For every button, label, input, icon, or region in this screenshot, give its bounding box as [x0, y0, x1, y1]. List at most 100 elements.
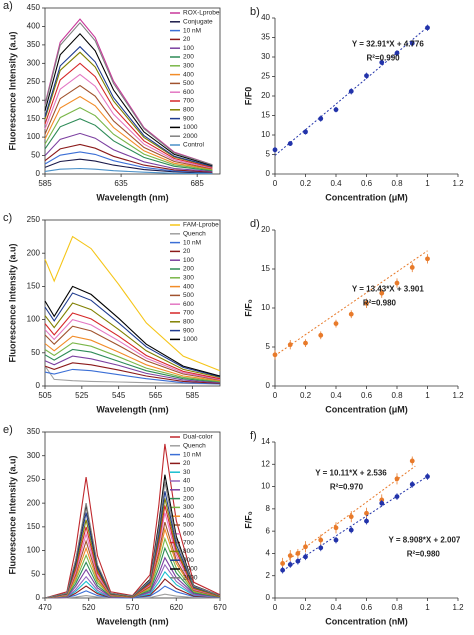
- spectrum-line: [44, 158, 213, 174]
- panel-label: a): [3, 0, 13, 12]
- legend-label: Dual-color: [183, 434, 213, 441]
- legend-label: 1000: [183, 124, 198, 131]
- legend-label: 20: [183, 460, 191, 467]
- legend-label: 500: [183, 80, 194, 87]
- panel-label: c): [3, 212, 12, 224]
- data-point: [295, 551, 301, 556]
- legend-label: 600: [183, 531, 194, 538]
- fit-equation: Y = 10.11*X + 2.536: [315, 468, 387, 477]
- legend-label: Conjugate: [183, 19, 213, 26]
- x-tick-label: 520: [82, 603, 96, 612]
- y-tick-label: 12: [261, 459, 270, 468]
- spectrum-line: [44, 365, 221, 385]
- y-tick-label: 100: [27, 315, 41, 324]
- data-point: [425, 25, 430, 31]
- data-point: [394, 280, 400, 286]
- data-point: [348, 514, 354, 520]
- y-tick-label: 200: [27, 95, 41, 104]
- y-tick-label: 14: [261, 437, 270, 446]
- x-tick-label: 1: [425, 391, 430, 400]
- y-tick-label: 20: [261, 225, 270, 234]
- x-axis-label: Concentration (nM): [325, 616, 408, 626]
- x-tick-label: 0.6: [361, 603, 373, 612]
- y-tick-label: 0: [36, 593, 41, 602]
- data-point: [379, 60, 385, 65]
- legend-label: 200: [183, 266, 194, 273]
- x-tick-label: 1.2: [452, 179, 464, 188]
- x-tick-label: 620: [170, 603, 184, 612]
- x-tick-label: 0.4: [330, 391, 342, 400]
- y-tick-label: 50: [31, 348, 40, 357]
- y-tick-label: 5: [266, 150, 271, 159]
- x-tick-label: 0.6: [361, 391, 373, 400]
- data-point: [333, 107, 339, 113]
- spectrum-line: [44, 285, 221, 377]
- x-tick-label: 565: [149, 391, 163, 400]
- y-axis-label: F/F0: [243, 87, 253, 106]
- spectrum-line: [44, 335, 221, 382]
- x-tick-label: 0.8: [391, 391, 403, 400]
- legend-label: 800: [183, 107, 194, 114]
- fit-line: [274, 250, 428, 357]
- x-tick-label: 0.4: [330, 603, 342, 612]
- data-point: [295, 558, 301, 564]
- fit-equation: Y = 32.91*X + 4.776: [352, 40, 424, 49]
- x-tick-label: 0: [273, 391, 278, 400]
- data-point: [364, 300, 369, 306]
- spectrum-line: [44, 325, 221, 381]
- spectrum-line: [44, 143, 213, 173]
- y-tick-label: 10: [261, 482, 270, 491]
- data-point: [409, 265, 415, 270]
- legend-label: 300: [183, 63, 194, 70]
- spectrum-line: [44, 18, 213, 166]
- legend-label: 700: [183, 98, 194, 105]
- data-point: [333, 537, 339, 543]
- legend-label: 700: [183, 539, 194, 546]
- y-tick-label: 2: [266, 571, 271, 580]
- x-tick-label: 0: [273, 179, 278, 188]
- x-tick-label: 0.2: [300, 603, 312, 612]
- data-point: [333, 321, 339, 326]
- legend-label: 10 nM: [183, 451, 201, 458]
- x-tick-label: 570: [126, 603, 140, 612]
- y-tick-label: 250: [27, 475, 41, 484]
- spectrum-line: [44, 312, 221, 380]
- data-point: [394, 476, 400, 482]
- x-axis-label: Concentration (μM): [325, 192, 408, 202]
- y-tick-label: 15: [261, 264, 270, 273]
- data-point: [348, 88, 354, 94]
- data-point: [303, 129, 308, 135]
- spectrum-line: [44, 51, 213, 168]
- x-tick-label: 505: [38, 391, 52, 400]
- legend-label: 20: [183, 248, 191, 255]
- x-tick-label: 1: [425, 603, 430, 612]
- y-tick-label: 0: [266, 593, 271, 602]
- spectrum-line: [44, 235, 221, 372]
- data-point: [394, 494, 400, 499]
- legend-label: 500: [183, 522, 194, 529]
- legend-label: 2000: [183, 575, 198, 582]
- legend-label: 300: [183, 275, 194, 282]
- data-point: [303, 544, 308, 550]
- y-axis-label: F/F₀: [243, 299, 253, 317]
- y-tick-label: 6: [266, 526, 271, 535]
- r-squared: R²=0.980: [407, 549, 441, 558]
- legend-label: 800: [183, 548, 194, 555]
- legend-label: 200: [183, 54, 194, 61]
- spectrum-line: [44, 368, 221, 385]
- data-point: [287, 342, 293, 348]
- data-point: [364, 510, 369, 516]
- legend-label: Quench: [183, 443, 206, 450]
- spectrum-line: [44, 84, 213, 170]
- legend-label: 10 nM: [183, 239, 201, 246]
- y-tick-label: 0: [36, 381, 41, 390]
- x-tick-label: 635: [114, 179, 128, 188]
- y-axis-label: F/F₀: [243, 511, 253, 529]
- r-squared: R²=0.970: [330, 482, 364, 491]
- spectrum-line: [44, 62, 213, 168]
- y-tick-label: 5: [266, 342, 271, 351]
- data-point: [280, 567, 286, 573]
- fit-line: [282, 465, 416, 565]
- spectrum-line: [44, 302, 221, 378]
